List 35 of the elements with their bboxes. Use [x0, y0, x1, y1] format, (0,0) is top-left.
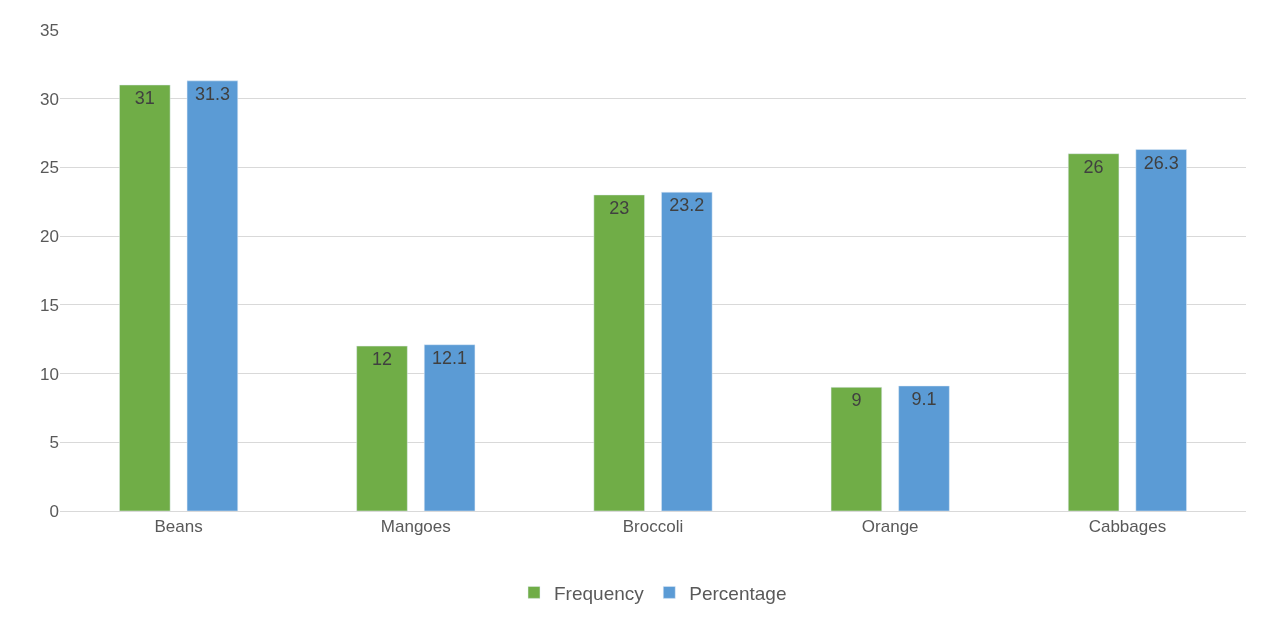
legend-label: Percentage [689, 582, 787, 604]
legend-label: Frequency [554, 582, 645, 604]
y-tick-label: 15 [40, 295, 59, 315]
y-tick-label: 0 [49, 501, 59, 521]
bar [356, 345, 408, 511]
bar [1068, 153, 1120, 511]
bar [119, 84, 171, 511]
x-tick-label: Beans [154, 517, 203, 537]
data-label: 23.2 [669, 195, 705, 216]
bar [424, 344, 476, 511]
y-tick-label: 10 [40, 364, 59, 384]
data-label: 12.1 [432, 347, 468, 368]
bar [1135, 149, 1187, 511]
bar [186, 80, 238, 511]
bar [593, 194, 645, 511]
y-tick-label: 25 [40, 158, 59, 178]
y-tick-label: 35 [40, 20, 59, 40]
y-tick-label: 30 [40, 89, 59, 109]
x-tick-label: Broccoli [622, 517, 684, 537]
data-label: 9.1 [911, 388, 937, 409]
data-label: 26.3 [1143, 152, 1179, 173]
data-label: 23 [609, 197, 630, 218]
y-tick-label: 20 [40, 227, 59, 247]
bar [898, 385, 950, 511]
x-tick-label: Orange [861, 517, 919, 537]
data-label: 31 [134, 87, 155, 108]
data-label: 9 [851, 390, 862, 411]
data-label: 12 [371, 349, 393, 370]
bar [830, 387, 882, 511]
x-tick-label: Mangoes [380, 517, 451, 537]
y-tick-label: 5 [49, 433, 59, 453]
data-label: 31.3 [194, 83, 230, 104]
x-tick-label: Cabbages [1088, 517, 1167, 537]
data-label: 26 [1083, 156, 1104, 177]
bar [661, 191, 713, 511]
